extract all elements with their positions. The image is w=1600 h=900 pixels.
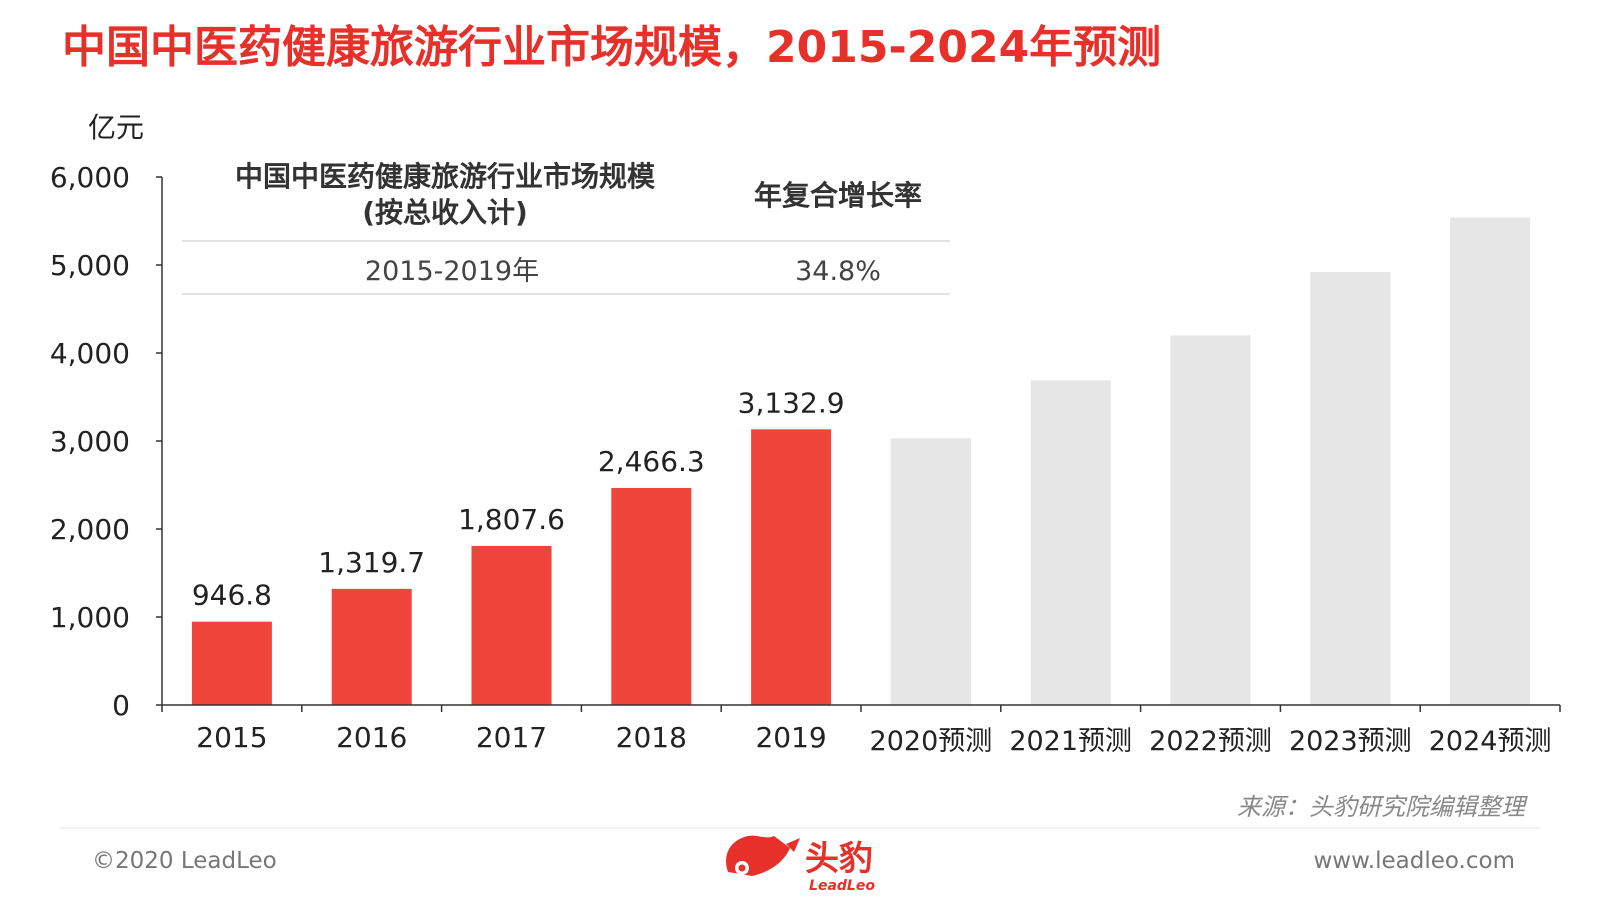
cagr-table-col1-header-line1: 中国中医药健康旅游行业市场规模	[235, 160, 656, 193]
x-tick-label: 2022预测	[1149, 726, 1272, 757]
y-tick-label: 2,000	[50, 513, 130, 546]
x-tick-label: 2018	[616, 721, 687, 754]
y-tick-label: 6,000	[50, 161, 130, 194]
cagr-table-col1-header-line2: (按总收入计)	[362, 196, 528, 229]
logo-text: 头豹	[805, 839, 873, 879]
bar-actual	[471, 545, 552, 705]
bar-forecast	[1450, 217, 1531, 706]
bar-forecast	[1170, 335, 1251, 705]
cagr-table-period: 2015-2019年	[365, 256, 539, 287]
chart-title: 中国中医药健康旅游行业市场规模，2015-2024年预测	[62, 22, 1161, 73]
bar-value-label: 1,319.7	[318, 546, 425, 579]
y-tick-label: 0	[112, 689, 130, 722]
x-tick-label: 2019	[755, 721, 826, 754]
bar-actual	[751, 429, 832, 705]
y-tick-label: 3,000	[50, 425, 130, 458]
x-tick-label: 2024预测	[1429, 726, 1552, 757]
bar-actual	[191, 621, 272, 705]
x-axis: 2015 2016 2017 2018 2019 2020预测 2021预测 2022预测 20…	[161, 704, 1561, 757]
x-tick-label: 2021预测	[1009, 726, 1132, 757]
bar-forecast	[1030, 380, 1111, 705]
logo-subtext: LeadLeo	[809, 878, 875, 894]
copyright-text: ©2020 LeadLeo	[92, 848, 277, 874]
y-tick-label: 1,000	[50, 601, 130, 634]
bar-actual	[331, 588, 412, 705]
x-tick-label: 2017	[476, 721, 547, 754]
y-tick-label: 4,000	[50, 337, 130, 370]
bar-forecast	[890, 438, 971, 705]
source-note: 来源：头豹研究院编辑整理	[1237, 793, 1528, 821]
bar-actual	[611, 487, 692, 705]
bar-value-label: 946.8	[192, 579, 272, 612]
y-tick-label: 5,000	[50, 249, 130, 282]
bar-value-label: 3,132.9	[738, 386, 845, 419]
x-tick-label: 2015	[196, 721, 267, 754]
y-axis: 0 1,000 2,000 3,000 4,000 5,000 6,000	[50, 161, 163, 722]
x-tick-label: 2016	[336, 721, 407, 754]
bar-value-label: 2,466.3	[598, 445, 705, 478]
leopard-logo-icon	[726, 835, 800, 876]
y-axis-unit-label: 亿元	[88, 111, 144, 144]
bar-forecast	[1310, 272, 1391, 705]
cagr-table-rate: 34.8%	[795, 256, 881, 287]
cagr-table: 中国中医药健康旅游行业市场规模 (按总收入计) 年复合增长率 2015-2019…	[182, 160, 950, 295]
bar-value-label: 1,807.6	[458, 503, 565, 536]
bars: 946.8 1,319.7 1,807.6 2,466.3 3,132.9	[191, 217, 1531, 706]
website-link[interactable]: www.leadleo.com	[1313, 848, 1515, 874]
cagr-table-col2-header: 年复合增长率	[754, 179, 922, 212]
leadleo-logo: 头豹 LeadLeo	[726, 835, 875, 894]
x-tick-label: 2020预测	[870, 726, 993, 757]
x-tick-label: 2023预测	[1289, 726, 1412, 757]
